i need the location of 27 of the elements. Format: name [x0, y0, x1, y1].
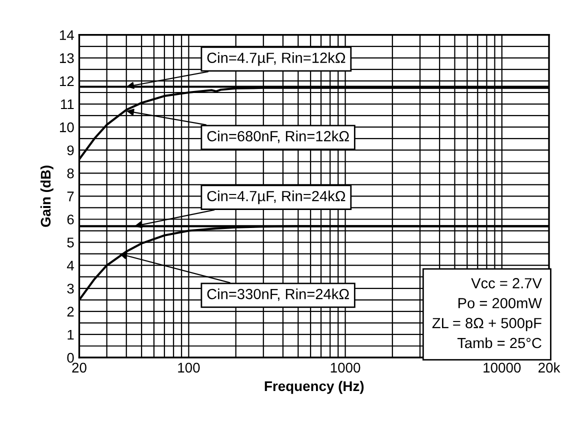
x-tick-label: 20: [72, 362, 86, 373]
x-tick-label: 10000: [484, 362, 521, 373]
y-tick-label: 1: [68, 330, 74, 340]
annotation: Vcc = 2.7V Po = 200mW ZL = 8Ω + 500pF Tamb = 25°C: [432, 278, 542, 348]
annotation: Cin=330nF, Rin=24kΩ: [207, 288, 349, 301]
y-tick-label: 0: [67, 352, 74, 363]
y-tick-label: 13: [60, 53, 74, 64]
y-tick-label: 14: [60, 30, 74, 40]
y-tick-label: 2: [67, 306, 74, 316]
y-tick-label: 11: [61, 99, 74, 110]
annotation: Cin=680nF, Rin=12kΩ: [207, 130, 349, 144]
y-tick-label: 8: [67, 168, 74, 178]
y-axis-title: Gain (dB): [40, 166, 54, 227]
y-tick-label: 9: [67, 145, 74, 156]
annotation: Cin=4.7µF, Rin=12kΩ: [207, 52, 346, 66]
y-tick-label: 10: [60, 122, 74, 132]
y-tick-label: 12: [60, 76, 74, 86]
x-tick-label: 1000: [330, 362, 360, 373]
annotation: Cin=4.7µF, Rin=24kΩ: [207, 190, 346, 204]
y-tick-label: 3: [67, 284, 74, 294]
x-axis-title: Frequency (Hz): [264, 380, 364, 394]
y-tick-label: 5: [67, 238, 74, 248]
y-tick-label: 4: [66, 260, 74, 270]
x-tick-label: 100: [178, 362, 200, 373]
x-tick-label: 20k: [538, 362, 560, 373]
y-tick-label: 6: [67, 214, 74, 224]
y-tick-label: 7: [67, 192, 74, 202]
